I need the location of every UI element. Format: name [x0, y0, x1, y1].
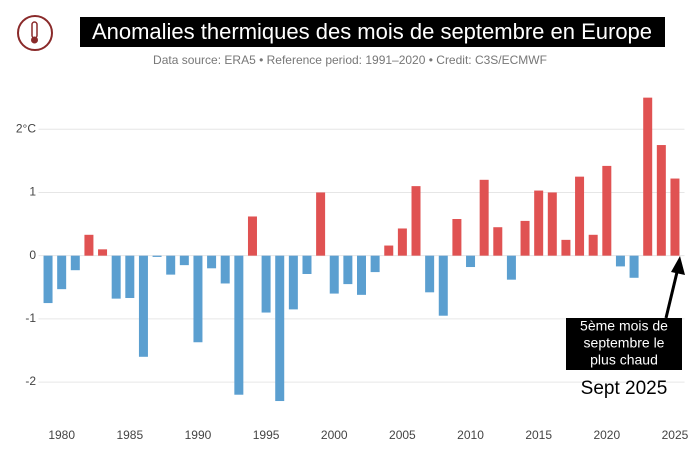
bar — [452, 219, 462, 256]
bar — [397, 228, 407, 256]
y-tick-label: 0 — [29, 248, 36, 262]
bar — [234, 255, 244, 395]
bar — [643, 97, 653, 256]
bar — [288, 255, 298, 310]
bar — [138, 255, 148, 357]
bar — [534, 190, 544, 256]
y-tick-label: 2°C — [16, 121, 36, 135]
x-tick-label: 1995 — [253, 428, 280, 442]
annotation-text: 5ème mois de — [580, 318, 668, 334]
x-tick-label: 2020 — [593, 428, 620, 442]
bar — [179, 255, 189, 266]
bar — [370, 255, 380, 273]
bar — [302, 255, 312, 274]
annotation-caption: Sept 2025 — [581, 378, 668, 399]
bar — [629, 255, 639, 278]
bar — [561, 239, 571, 256]
bar — [656, 145, 666, 256]
bar — [466, 255, 476, 268]
bar — [588, 234, 598, 256]
chart-title: Anomalies thermiques des mois de septemb… — [92, 19, 652, 44]
annotation-text: septembre le — [584, 335, 665, 351]
bar — [275, 255, 285, 402]
bar — [207, 255, 217, 269]
bar — [57, 255, 67, 290]
bar — [152, 255, 162, 257]
bar — [70, 255, 80, 271]
bar — [316, 192, 326, 256]
x-tick-label: 1980 — [48, 428, 75, 442]
bar — [343, 255, 353, 285]
bar — [125, 255, 135, 299]
bar — [43, 255, 53, 304]
bar — [166, 255, 176, 275]
y-tick-label: -2 — [25, 374, 36, 388]
bar — [98, 249, 108, 256]
x-tick-label: 2010 — [457, 428, 484, 442]
chart-subtitle: Data source: ERA5 • Reference period: 19… — [153, 53, 547, 67]
bar — [247, 216, 257, 256]
bar — [425, 255, 435, 293]
bar — [575, 176, 585, 256]
x-tick-label: 2000 — [321, 428, 348, 442]
bar — [357, 255, 366, 295]
annotation-text: plus chaud — [590, 352, 658, 368]
arrow-head — [671, 256, 685, 275]
bar — [479, 179, 489, 256]
logo — [17, 15, 53, 51]
bar — [411, 186, 421, 256]
x-tick-label: 2005 — [389, 428, 416, 442]
bar — [493, 227, 503, 256]
x-tick-label: 2025 — [662, 428, 689, 442]
bar — [384, 245, 394, 256]
bar — [261, 255, 271, 313]
y-tick-label: 1 — [29, 185, 36, 199]
bar — [329, 255, 339, 294]
bar — [602, 165, 612, 256]
bar — [220, 255, 230, 284]
bar — [438, 255, 448, 316]
annotation-box — [566, 318, 682, 370]
bar — [193, 255, 203, 343]
x-tick-label: 1985 — [116, 428, 143, 442]
bar — [520, 220, 530, 256]
x-tick-label: 1990 — [185, 428, 212, 442]
bar — [547, 192, 557, 256]
arrow-line — [664, 267, 680, 319]
bar — [506, 255, 516, 280]
y-tick-label: -1 — [25, 311, 36, 325]
bar — [615, 255, 625, 267]
bar — [670, 178, 680, 256]
title-box — [80, 17, 665, 47]
bar — [84, 234, 94, 256]
x-tick-label: 2015 — [525, 428, 552, 442]
bar — [111, 255, 121, 299]
